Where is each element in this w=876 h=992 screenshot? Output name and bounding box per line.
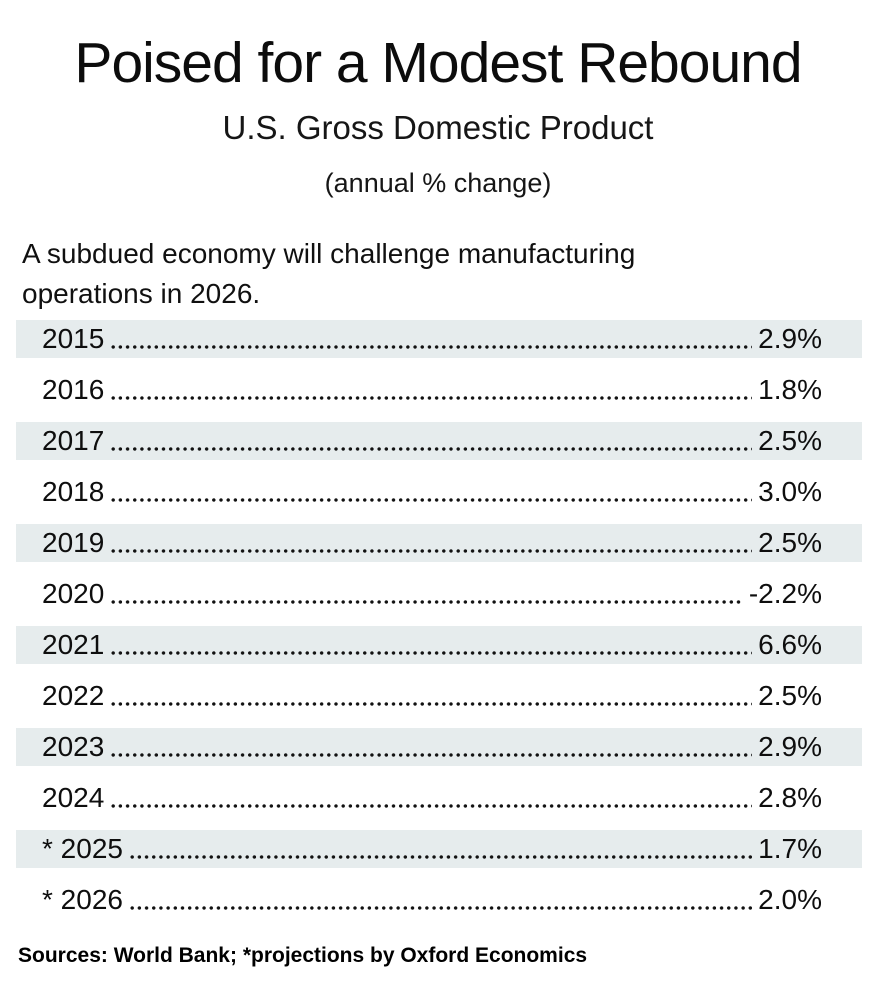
value-label: 2.5% bbox=[758, 424, 822, 456]
leader-dots bbox=[111, 548, 753, 553]
year-label: 2021 bbox=[42, 628, 105, 660]
value-label: 1.7% bbox=[758, 832, 822, 864]
table-row: * 2025 1.7% bbox=[16, 829, 862, 868]
year-label: 2018 bbox=[42, 475, 105, 507]
year-label: * 2025 bbox=[42, 832, 123, 864]
table-row: 2022 2.5% bbox=[16, 677, 862, 715]
table-row: 2017 2.5% bbox=[16, 421, 862, 460]
year-label: 2023 bbox=[42, 730, 105, 762]
table-row: 2015 2.9% bbox=[16, 319, 862, 358]
value-label: 2.0% bbox=[758, 883, 822, 915]
table-row: 2020 -2.2% bbox=[16, 575, 862, 613]
table-row: 2024 2.8% bbox=[16, 779, 862, 817]
unit-note: (annual % change) bbox=[324, 168, 552, 199]
leader-dots bbox=[111, 701, 753, 706]
sources-note: Sources: World Bank; *projections by Oxf… bbox=[18, 943, 588, 967]
chart-header: Poised for a Modest Rebound U.S. Gross D… bbox=[0, 31, 876, 200]
table-row: 2023 2.9% bbox=[16, 727, 862, 766]
table-row: * 2026 2.0% bbox=[16, 881, 862, 919]
value-label: -2.2% bbox=[748, 577, 822, 609]
table-row: 2021 6.6% bbox=[16, 625, 862, 664]
description: A subdued economy will challenge manufac… bbox=[22, 237, 636, 309]
leader-dots bbox=[129, 905, 753, 910]
leader-dots bbox=[111, 497, 753, 502]
chart-title: Poised for a Modest Rebound bbox=[74, 31, 802, 95]
year-label: 2022 bbox=[42, 679, 105, 711]
page: Poised for a Modest Rebound U.S. Gross D… bbox=[0, 31, 876, 967]
value-label: 2.5% bbox=[758, 526, 822, 558]
data-table: 2015 2.9% 2016 1.8% 2017 2.5% 2018 3.0% … bbox=[16, 319, 862, 919]
leader-dots bbox=[111, 395, 753, 400]
value-label: 6.6% bbox=[758, 628, 822, 660]
table-row: 2018 3.0% bbox=[16, 473, 862, 511]
value-label: 2.9% bbox=[758, 730, 822, 762]
value-label: 2.8% bbox=[758, 781, 822, 813]
leader-dots bbox=[111, 803, 753, 808]
table-row: 2016 1.8% bbox=[16, 371, 862, 409]
year-label: * 2026 bbox=[42, 883, 123, 915]
year-label: 2024 bbox=[42, 781, 105, 813]
year-label: 2020 bbox=[42, 577, 105, 609]
leader-dots bbox=[111, 752, 753, 757]
year-label: 2016 bbox=[42, 373, 105, 405]
chart-subtitle: U.S. Gross Domestic Product bbox=[222, 108, 654, 146]
table-row: 2019 2.5% bbox=[16, 523, 862, 562]
leader-dots bbox=[129, 854, 753, 859]
value-label: 2.9% bbox=[758, 322, 822, 354]
leader-dots bbox=[111, 344, 753, 349]
leader-dots bbox=[111, 446, 753, 451]
leader-dots bbox=[111, 599, 743, 604]
year-label: 2015 bbox=[42, 322, 105, 354]
value-label: 2.5% bbox=[758, 679, 822, 711]
value-label: 1.8% bbox=[758, 373, 822, 405]
value-label: 3.0% bbox=[758, 475, 822, 507]
year-label: 2017 bbox=[42, 424, 105, 456]
year-label: 2019 bbox=[42, 526, 105, 558]
leader-dots bbox=[111, 650, 753, 655]
